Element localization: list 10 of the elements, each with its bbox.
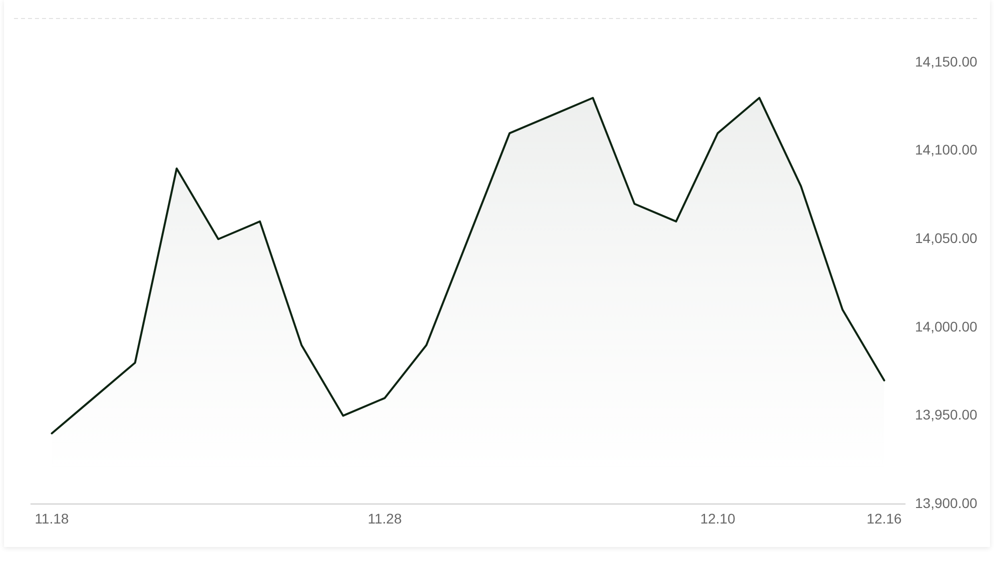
y-tick-label: 13,950.00 <box>915 406 978 423</box>
y-tick-label: 14,100.00 <box>915 142 978 158</box>
x-tick-label: 12.10 <box>700 510 736 526</box>
y-tick-label: 13,900.00 <box>915 494 978 511</box>
y-tick-label: 14,000.00 <box>915 318 978 334</box>
x-tick-label: 11.28 <box>368 510 402 526</box>
y-tick-label: 14,150.00 <box>915 53 978 70</box>
x-tick-label: 11.18 <box>34 510 70 526</box>
y-tick-label: 14,050.00 <box>915 230 978 246</box>
x-tick-label: 12.16 <box>866 510 902 526</box>
